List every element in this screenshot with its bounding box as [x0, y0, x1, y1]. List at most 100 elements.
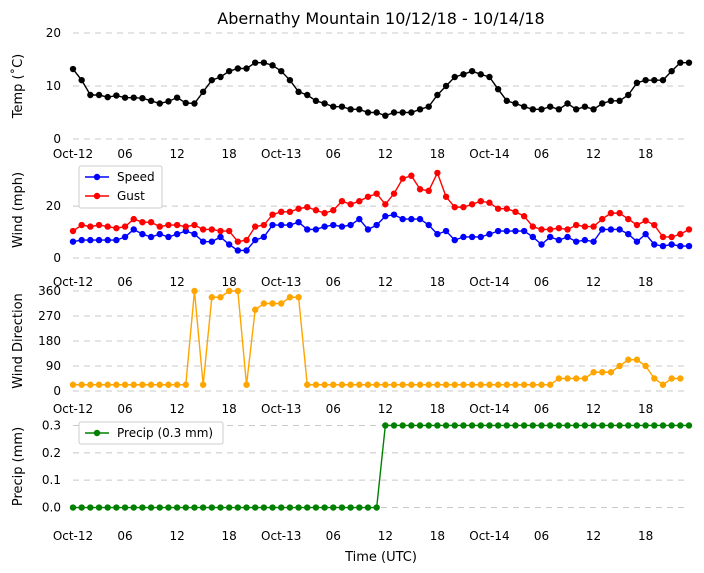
- data-point: [330, 381, 337, 388]
- data-point: [512, 100, 519, 107]
- data-point: [555, 224, 563, 232]
- panel-3: 0 90 180 270 360 Wind Direction Oct-12 06 12 18 Oc…: [11, 284, 689, 416]
- data-point: [295, 218, 302, 226]
- series-precip-0-3-mm-: [69, 422, 693, 511]
- data-point: [243, 504, 250, 511]
- legend-label: Precip (0.3 mm): [117, 426, 213, 440]
- data-point: [338, 504, 346, 511]
- data-point: [425, 187, 432, 194]
- data-point: [251, 306, 259, 313]
- data-point: [494, 85, 502, 93]
- data-point: [182, 223, 189, 230]
- y-tick-label: 360: [38, 284, 61, 298]
- data-point: [217, 233, 224, 241]
- data-point: [78, 381, 85, 388]
- x-tick-label: 18: [638, 529, 653, 543]
- series-direction: [69, 287, 684, 388]
- data-point: [573, 375, 580, 382]
- data-point: [95, 91, 103, 99]
- data-point: [442, 82, 450, 90]
- x-tick-label: 18: [638, 147, 653, 161]
- x-tick-label: Oct-12: [53, 529, 93, 543]
- data-point: [599, 369, 606, 376]
- data-point: [208, 76, 216, 84]
- data-point: [338, 103, 346, 110]
- data-point: [286, 76, 294, 84]
- data-point: [425, 381, 432, 388]
- series-line: [72, 61, 689, 117]
- y-tick-label: 0.0: [42, 501, 61, 515]
- data-point: [616, 209, 623, 217]
- data-point: [182, 381, 189, 388]
- x-tick-label: Oct-14: [469, 402, 509, 416]
- data-point: [199, 381, 207, 388]
- data-point: [477, 197, 484, 205]
- data-point: [659, 242, 667, 250]
- data-point: [312, 207, 320, 214]
- data-point: [651, 422, 658, 429]
- data-point: [581, 103, 589, 110]
- data-point: [295, 504, 302, 511]
- data-point: [512, 227, 519, 235]
- data-point: [494, 381, 502, 388]
- data-point: [546, 422, 554, 429]
- data-point: [304, 381, 311, 388]
- data-point: [659, 76, 667, 84]
- x-tick-label: Oct-12: [53, 275, 93, 289]
- data-point: [546, 381, 554, 388]
- data-point: [434, 381, 441, 388]
- data-point: [599, 422, 606, 429]
- data-point: [147, 233, 155, 241]
- data-point: [95, 236, 103, 244]
- data-point: [668, 241, 675, 248]
- series-temp: [69, 59, 693, 119]
- legend: Speed Gust: [78, 165, 163, 209]
- data-point: [494, 205, 502, 212]
- data-point: [382, 422, 389, 429]
- data-point: [573, 422, 580, 429]
- y-tick-label: 10: [46, 79, 61, 93]
- x-tick-label: 12: [586, 147, 601, 161]
- data-point: [434, 230, 441, 238]
- data-point: [503, 381, 511, 388]
- data-point: [217, 73, 224, 81]
- data-point: [173, 381, 181, 388]
- data-point: [95, 381, 103, 388]
- data-point: [546, 103, 554, 110]
- data-point: [685, 422, 693, 429]
- data-point: [625, 91, 632, 99]
- data-point: [208, 504, 216, 511]
- data-point: [338, 197, 346, 205]
- data-point: [295, 294, 302, 301]
- x-tick-label: 06: [534, 147, 549, 161]
- data-point: [382, 112, 389, 119]
- x-tick-label: 06: [326, 275, 341, 289]
- data-point: [468, 67, 476, 75]
- data-point: [182, 504, 189, 511]
- data-point: [390, 190, 398, 197]
- legend-label: Speed: [117, 170, 155, 184]
- data-point: [373, 109, 380, 116]
- panel-4: 0.0 0.1 0.2 0.3 Precip (mm) Oct-12 06 12 18 Oct-1…: [11, 418, 693, 543]
- data-point: [173, 94, 181, 101]
- data-point: [147, 381, 155, 388]
- data-point: [312, 381, 320, 388]
- x-tick-label: 06: [117, 275, 132, 289]
- data-point: [633, 238, 641, 245]
- x-tick-label: 18: [222, 529, 237, 543]
- data-point: [104, 236, 111, 244]
- data-point: [338, 381, 346, 388]
- data-point: [625, 356, 632, 363]
- y-axis-label: Wind (mph): [11, 172, 26, 248]
- data-point: [520, 381, 528, 388]
- data-point: [607, 97, 615, 105]
- data-point: [147, 504, 155, 511]
- data-point: [442, 193, 450, 200]
- legend-swatch-marker: [93, 173, 101, 181]
- data-point: [347, 221, 354, 229]
- x-tick-label: 18: [222, 402, 237, 416]
- data-point: [278, 67, 285, 75]
- data-point: [416, 186, 424, 193]
- data-point: [555, 106, 563, 113]
- data-point: [555, 375, 563, 382]
